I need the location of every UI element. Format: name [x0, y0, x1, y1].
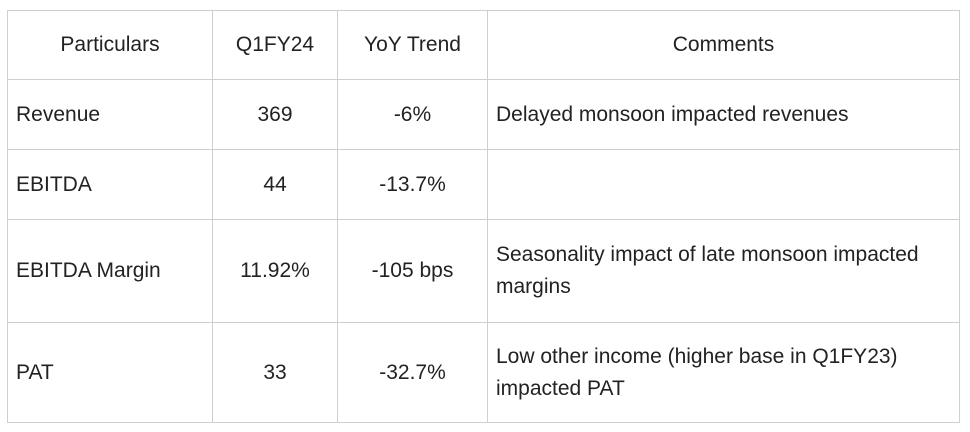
- row-value: 11.92%: [212, 219, 338, 323]
- header-comments: Comments: [487, 10, 960, 80]
- row-comment: Low other income (higher base in Q1FY23)…: [487, 322, 960, 423]
- table-row: EBITDA Margin 11.92% -105 bps Seasonalit…: [7, 219, 960, 323]
- results-table: Particulars Q1FY24 YoY Trend Comments Re…: [7, 10, 960, 423]
- header-q1fy24: Q1FY24: [212, 10, 338, 80]
- header-yoy-trend: YoY Trend: [337, 10, 488, 80]
- header-particulars: Particulars: [7, 10, 213, 80]
- row-particular: Revenue: [7, 79, 213, 150]
- row-value: 369: [212, 79, 338, 150]
- row-value: 44: [212, 149, 338, 220]
- row-particular: PAT: [7, 322, 213, 423]
- row-particular: EBITDA: [7, 149, 213, 220]
- table-row: PAT 33 -32.7% Low other income (higher b…: [7, 322, 960, 423]
- row-trend: -105 bps: [337, 219, 488, 323]
- table-header-row: Particulars Q1FY24 YoY Trend Comments: [7, 10, 960, 80]
- row-comment: [487, 149, 960, 220]
- row-comment: Seasonality impact of late monsoon impac…: [487, 219, 960, 323]
- row-trend: -6%: [337, 79, 488, 150]
- row-value: 33: [212, 322, 338, 423]
- row-trend: -13.7%: [337, 149, 488, 220]
- row-trend: -32.7%: [337, 322, 488, 423]
- table-row: Revenue 369 -6% Delayed monsoon impacted…: [7, 79, 960, 150]
- row-comment: Delayed monsoon impacted revenues: [487, 79, 960, 150]
- table-row: EBITDA 44 -13.7%: [7, 149, 960, 220]
- row-particular: EBITDA Margin: [7, 219, 213, 323]
